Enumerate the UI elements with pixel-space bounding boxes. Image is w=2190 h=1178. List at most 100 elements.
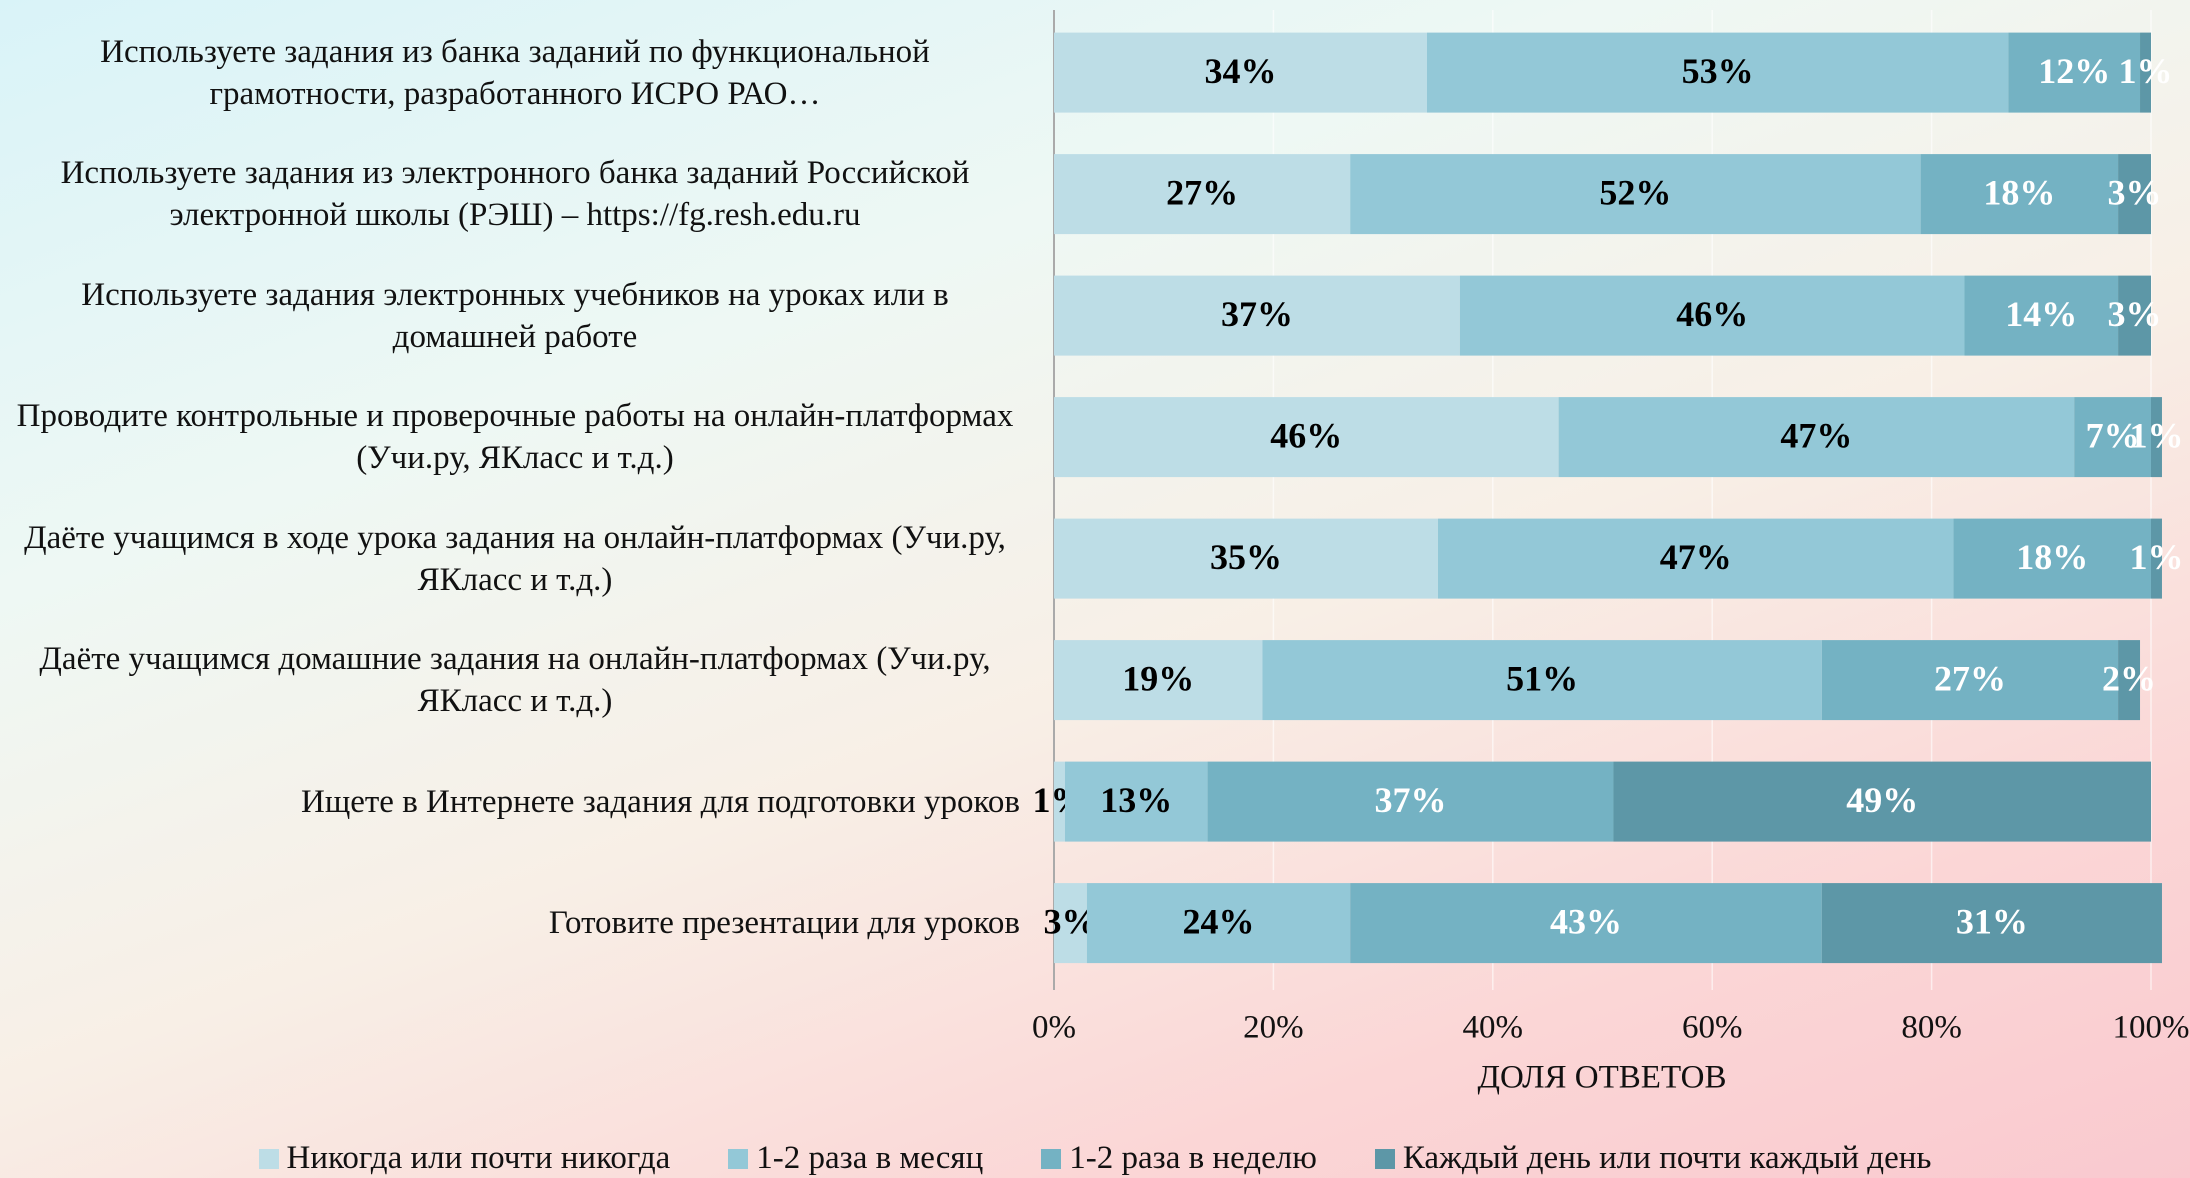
data-label: 37%: [1221, 294, 1293, 334]
bar-segment: [1086, 883, 1351, 964]
data-label: 19%: [1122, 658, 1194, 698]
bar-segment: [1821, 640, 2119, 721]
data-label: 1%: [2119, 51, 2173, 91]
data-label: 52%: [1599, 172, 1671, 212]
bar-segment: [2074, 397, 2151, 478]
category-label: Используете задания из электронного банк…: [60, 155, 970, 234]
data-label: 12%: [2038, 51, 2110, 91]
category-label: Даёте учащимся домашние задания на онлай…: [39, 641, 991, 720]
x-tick-label: 20%: [1243, 1010, 1304, 1046]
bar-segment: [2151, 397, 2162, 478]
bar-segment: [2008, 32, 2141, 113]
data-label: 3%: [2108, 172, 2162, 212]
bar-segment: [1262, 640, 1822, 721]
category-label-box: Ищете в Интернете задания для подготовки…: [10, 752, 1020, 852]
category-label: Ищете в Интернете задания для подготовки…: [300, 783, 1020, 820]
data-label: 27%: [1934, 658, 2006, 698]
legend: Никогда или почти никогда 1-2 раза в меся…: [0, 1140, 2190, 1177]
bar-segment: [1054, 640, 1263, 721]
legend-swatch: [1041, 1148, 1062, 1169]
bar-segment: [2151, 518, 2162, 599]
category-label: Готовите презентации для уроков: [548, 905, 1020, 942]
bar-segment: [1054, 883, 1087, 964]
legend-label: Никогда или почти никогда: [286, 1140, 671, 1176]
data-label: 18%: [2016, 537, 2088, 577]
bar-segment: [1054, 761, 1065, 842]
bar-segment: [2118, 275, 2151, 356]
bar-segment: [1350, 154, 1921, 235]
data-label: 46%: [1676, 294, 1748, 334]
data-label: 34%: [1204, 51, 1276, 91]
bar-segment: [1613, 761, 2151, 842]
bar-segment: [1964, 275, 2119, 356]
data-label: 47%: [1780, 415, 1852, 455]
bar-segment: [1437, 518, 1954, 599]
bar-segment: [1459, 275, 1965, 356]
bar-segment: [1054, 154, 1351, 235]
legend-item: 1-2 раза в неделю: [1041, 1140, 1317, 1177]
category-label-box: Готовите презентации для уроков: [10, 873, 1020, 973]
bar-segment: [1558, 397, 2075, 478]
data-label: 43%: [1550, 901, 1622, 941]
data-label: 24%: [1183, 901, 1255, 941]
data-label: 13%: [1100, 780, 1172, 820]
category-label-box: Даёте учащимся в ходе урока задания на о…: [10, 509, 1020, 609]
bar-segment: [2140, 32, 2151, 113]
bar-segment: [1054, 397, 1559, 478]
category-label-box: Используете задания из банка заданий по …: [10, 23, 1020, 123]
category-label: Используете задания электронных учебнико…: [81, 276, 949, 355]
x-tick-label: 60%: [1682, 1010, 1743, 1046]
bar-segment: [2118, 640, 2141, 721]
bar-segment: [1821, 883, 2162, 964]
bar-segment: [1953, 518, 2151, 599]
data-label: 14%: [2005, 294, 2077, 334]
x-tick-label: 100%: [2113, 1010, 2190, 1046]
data-label: 3%: [2108, 294, 2162, 334]
bar-segment: [1054, 275, 1460, 356]
bar-segment: [1064, 761, 1208, 842]
x-tick-label: 0%: [1032, 1010, 1076, 1046]
bar-segment: [1054, 518, 1438, 599]
data-label: 7%: [2086, 415, 2140, 455]
data-label: 47%: [1660, 537, 1732, 577]
data-label: 49%: [1846, 780, 1918, 820]
bar-segment: [1920, 154, 2119, 235]
legend-swatch: [1374, 1148, 1395, 1169]
data-label: 37%: [1375, 780, 1447, 820]
data-label: 1%: [2129, 537, 2183, 577]
data-label: 1%: [2129, 415, 2183, 455]
legend-item: Никогда или почти никогда: [258, 1140, 671, 1177]
data-label: 18%: [1983, 172, 2055, 212]
data-label: 27%: [1166, 172, 1238, 212]
legend-label: 1-2 раза в месяц: [756, 1140, 984, 1176]
data-label: 35%: [1210, 537, 1282, 577]
category-label-box: Используете задания из электронного банк…: [10, 144, 1020, 244]
category-label: Используете задания из банка заданий по …: [100, 33, 930, 112]
legend-label: 1-2 раза в неделю: [1069, 1140, 1317, 1176]
bar-segment: [1207, 761, 1614, 842]
legend-item: 1-2 раза в месяц: [728, 1140, 983, 1177]
x-axis-title: ДОЛЯ ОТВЕТОВ: [1477, 1060, 1726, 1096]
bar-segment: [1350, 883, 1822, 964]
x-tick-label: 40%: [1463, 1010, 1524, 1046]
category-label-box: Даёте учащимся домашние задания на онлай…: [10, 630, 1020, 730]
data-label: 31%: [1956, 901, 2028, 941]
legend-swatch: [258, 1148, 279, 1169]
bar-segment: [1426, 32, 2009, 113]
data-label: 51%: [1506, 658, 1578, 698]
legend-item: Каждый день или почти каждый день: [1374, 1140, 1932, 1177]
category-label-box: Используете задания электронных учебнико…: [10, 266, 1020, 366]
data-label: 2%: [2102, 658, 2156, 698]
data-label: 53%: [1682, 51, 1754, 91]
category-label: Даёте учащимся в ходе урока задания на о…: [24, 519, 1006, 598]
legend-swatch: [728, 1148, 749, 1169]
category-label: Проводите контрольные и проверочные рабо…: [16, 398, 1014, 477]
data-label: 46%: [1270, 415, 1342, 455]
category-label-box: Проводите контрольные и проверочные рабо…: [10, 387, 1020, 487]
bar-segment: [2118, 154, 2151, 235]
legend-label: Каждый день или почти каждый день: [1402, 1140, 1932, 1176]
bar-segment: [1054, 32, 1427, 113]
x-tick-label: 80%: [1901, 1010, 1962, 1046]
